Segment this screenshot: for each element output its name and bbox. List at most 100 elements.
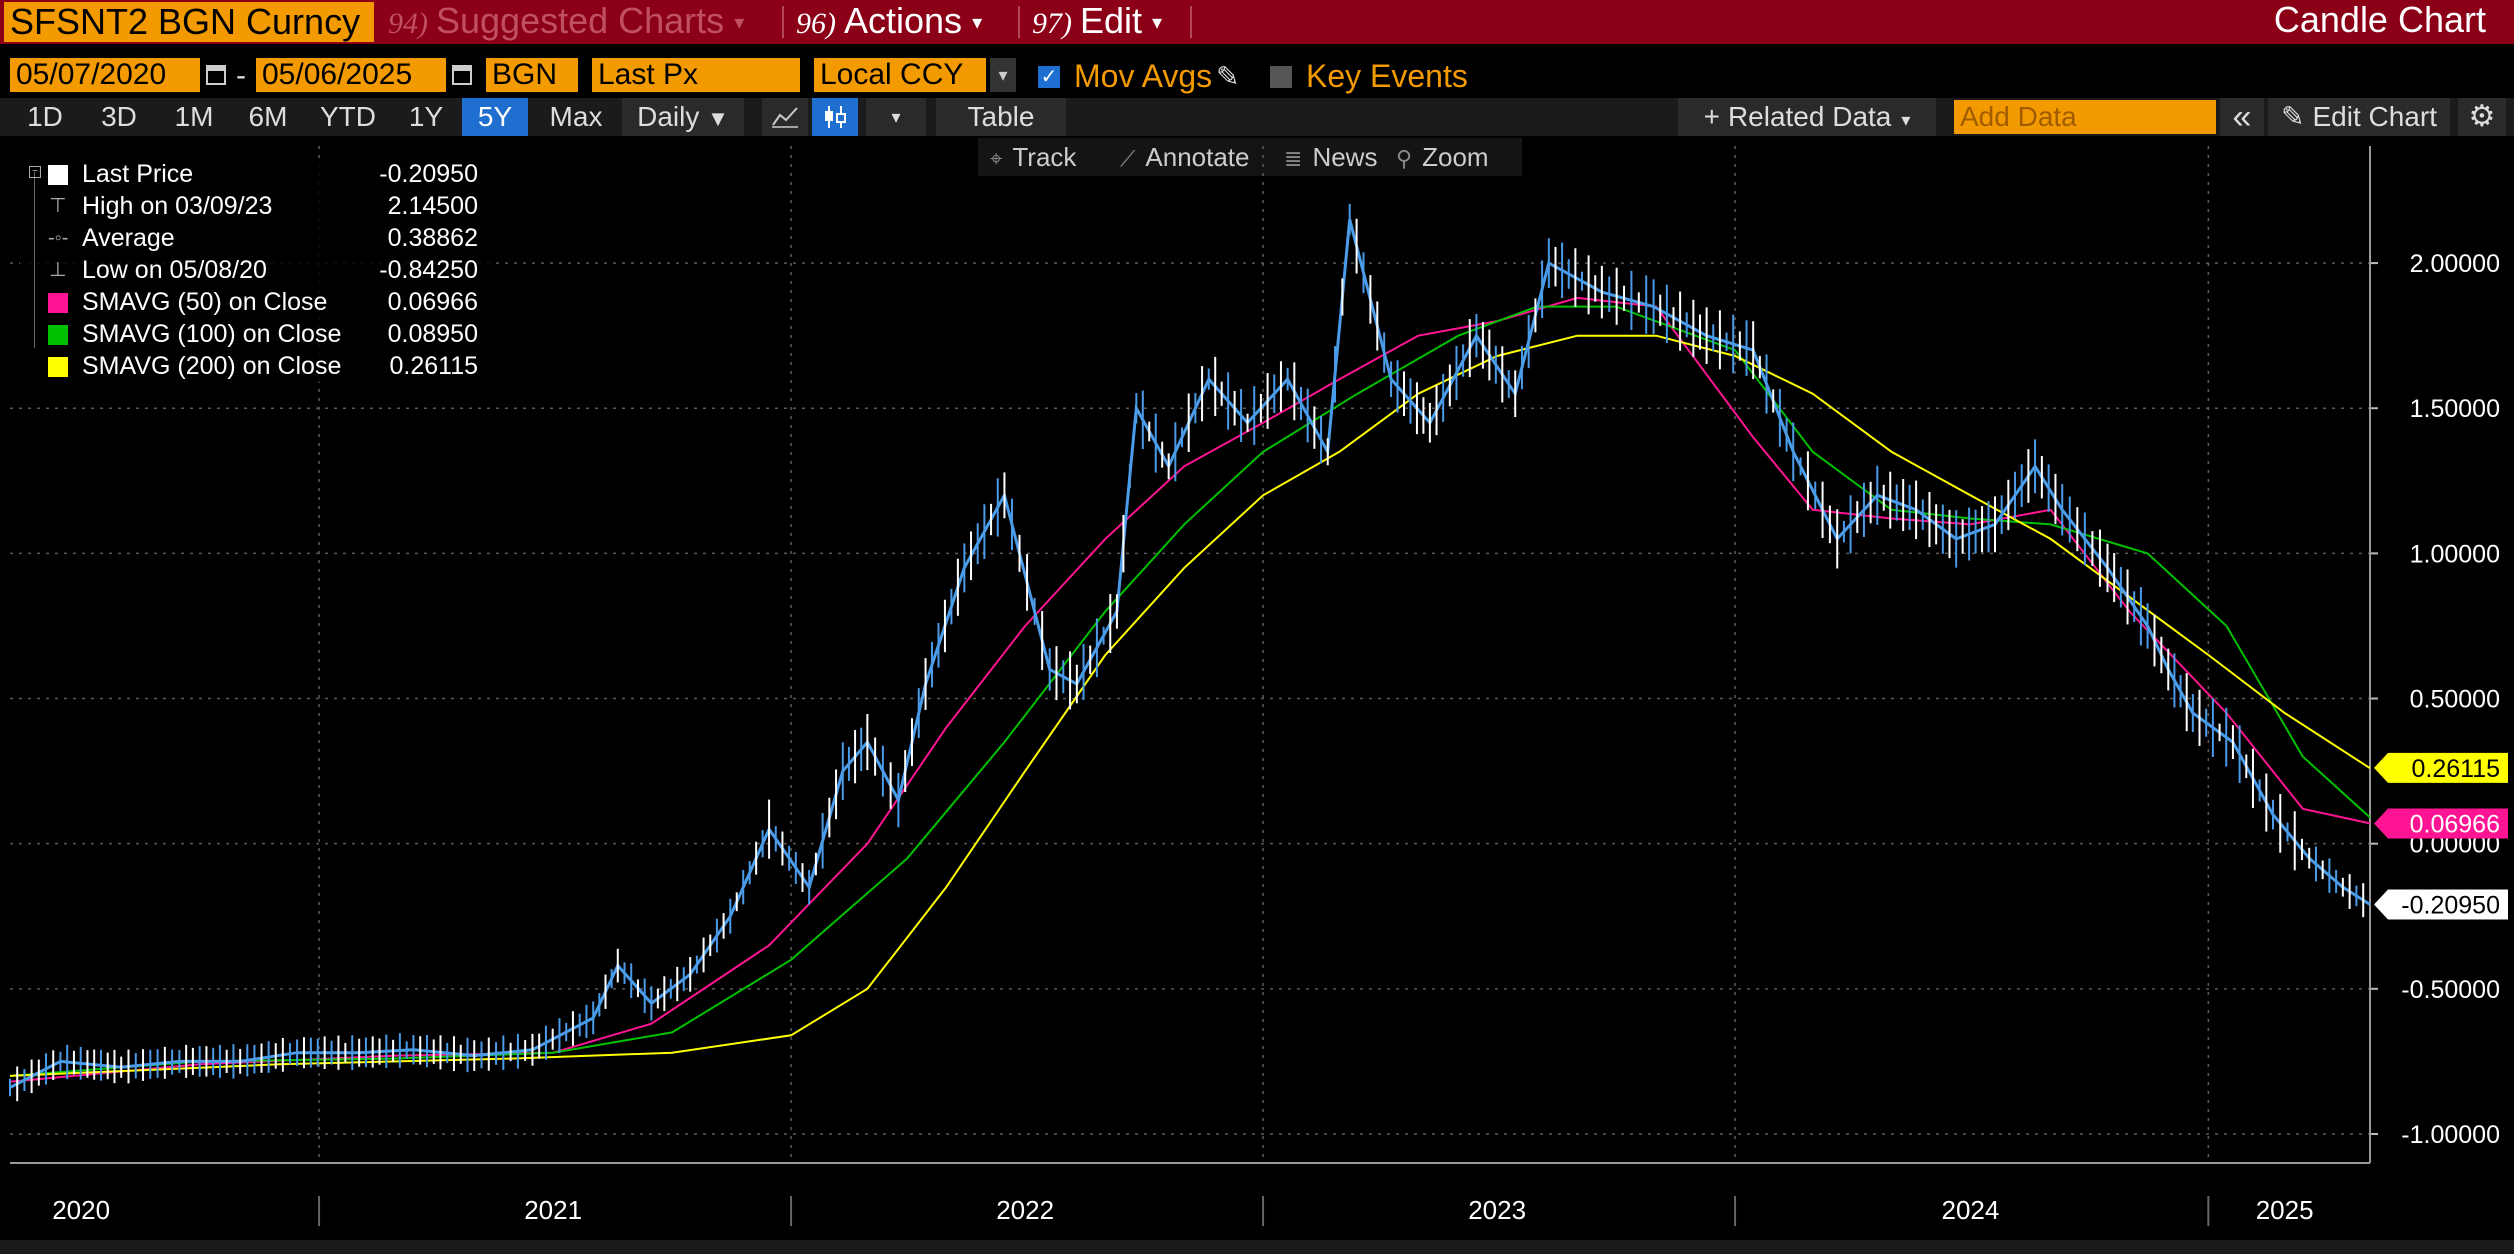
- pencil-icon: ✎: [2281, 101, 2305, 132]
- chevron-down-icon[interactable]: ▾: [866, 98, 926, 136]
- legend-sma-200[interactable]: SMAVG (200) on Close 0.26115: [20, 350, 490, 382]
- period-6m[interactable]: 6M: [248, 101, 288, 132]
- mov-avgs-label[interactable]: Mov Avgs: [1074, 58, 1213, 94]
- track-tool[interactable]: ⌖ Track: [990, 138, 1076, 176]
- y-tick-label: -1.00000: [2401, 1121, 2500, 1149]
- last-value-labels: 0.26115 0.06966 -0.20950: [2374, 752, 2508, 920]
- chart-grid: [10, 146, 2370, 1163]
- legend-value: 2.14500: [387, 192, 478, 220]
- zoom-tool[interactable]: ⚲ Zoom: [1396, 138, 1489, 176]
- key-events-label[interactable]: Key Events: [1306, 58, 1468, 94]
- collapse-double-chevron-icon[interactable]: «: [2220, 98, 2264, 136]
- last-value-tag: [2374, 752, 2508, 783]
- date-range-dash: -: [236, 59, 246, 92]
- chart-axes: 2.000001.500001.000000.500000.00000-0.50…: [0, 146, 2514, 1254]
- news-tool[interactable]: ≣ News: [1284, 138, 1377, 176]
- x-tick-label: 2024: [1941, 1195, 1999, 1225]
- legend-label: SMAVG (50) on Close: [82, 288, 328, 316]
- calendar-icon[interactable]: [452, 65, 472, 85]
- legend-value: 0.38862: [387, 224, 478, 252]
- average-marker-icon: -◦-: [48, 227, 69, 249]
- last-value-tag: [2374, 889, 2508, 920]
- legend-low[interactable]: ⊥ Low on 05/08/20 -0.84250: [20, 254, 490, 286]
- x-tick-label: 2022: [996, 1195, 1054, 1225]
- period-1y[interactable]: 1Y: [408, 101, 444, 132]
- period-ytd[interactable]: YTD: [320, 101, 376, 132]
- legend-value: -0.84250: [379, 256, 478, 284]
- calendar-icon[interactable]: [206, 65, 226, 85]
- sma-line: [9, 296, 2371, 1083]
- menu-divider: [1190, 6, 1192, 38]
- price-field[interactable]: Last Px: [592, 58, 800, 92]
- end-date-field[interactable]: 05/06/2025: [256, 58, 446, 92]
- last-value-tag: [2374, 808, 2508, 839]
- legend-label: High on 03/09/23: [82, 192, 273, 220]
- edit-menu[interactable]: 97) Edit ▾: [1032, 0, 1162, 44]
- legend-label: SMAVG (200) on Close: [82, 352, 342, 380]
- start-date-field[interactable]: 05/07/2020: [10, 58, 200, 92]
- suggested-charts-menu[interactable]: 94) Suggested Charts ▾: [388, 0, 744, 44]
- edit-label: Edit: [1080, 0, 1143, 41]
- period-max[interactable]: Max: [549, 101, 603, 132]
- chevron-down-icon[interactable]: ▾: [990, 58, 1016, 92]
- caret-down-icon: ▾: [734, 12, 745, 35]
- y-tick-label: -0.50000: [2401, 976, 2500, 1004]
- green-swatch-icon: [48, 325, 68, 345]
- settings-row: 05/07/2020 - 05/06/2025 BGN Last Px Loca…: [0, 58, 2514, 94]
- last-value-text: 0.26115: [2411, 755, 2500, 783]
- frequency-select[interactable]: Daily ▼: [622, 98, 744, 136]
- related-data-button[interactable]: + Related Data ▾: [1678, 98, 1936, 136]
- legend-last-price[interactable]: Last Price -0.20950: [20, 158, 490, 190]
- x-tick-label: 2020: [52, 1195, 110, 1225]
- gear-icon[interactable]: ⚙: [2458, 98, 2506, 136]
- suggested-charts-number: 94): [388, 7, 428, 40]
- legend-label: Last Price: [82, 160, 194, 188]
- line-chart-icon[interactable]: [762, 98, 808, 136]
- add-data-input[interactable]: Add Data: [1954, 100, 2216, 134]
- news-label: News: [1312, 142, 1378, 172]
- frequency-label: Daily: [637, 101, 700, 132]
- period-1m[interactable]: 1M: [174, 101, 214, 132]
- annotate-tool[interactable]: ⟋ Annotate: [1120, 138, 1250, 176]
- legend-label: Average: [82, 224, 175, 252]
- y-tick-label: 1.00000: [2410, 540, 2500, 568]
- legend-sma-100[interactable]: SMAVG (100) on Close 0.08950: [20, 318, 490, 350]
- plus-icon: +: [1703, 101, 1720, 132]
- legend-label: SMAVG (100) on Close: [82, 320, 342, 348]
- pencil-icon[interactable]: ✎: [1216, 61, 1240, 92]
- period-1d[interactable]: 1D: [27, 101, 63, 132]
- table-button[interactable]: Table: [936, 98, 1066, 136]
- collapse-box-icon[interactable]: −: [29, 166, 41, 178]
- edit-chart-button[interactable]: ✎ Edit Chart: [2268, 98, 2450, 136]
- legend-tree-line: [34, 172, 35, 348]
- actions-menu[interactable]: 96) Actions ▾: [796, 0, 982, 44]
- low-marker-icon: ⊥: [49, 259, 67, 281]
- legend-value: -0.20950: [379, 160, 478, 188]
- y-tick-label: 1.50000: [2410, 395, 2500, 423]
- currency-select[interactable]: Local CCY: [814, 58, 986, 92]
- caret-down-icon: ▾: [972, 12, 983, 35]
- suggested-charts-label: Suggested Charts: [436, 0, 725, 41]
- period-5y[interactable]: 5Y: [462, 98, 528, 136]
- chart-toolbar: 1D 3D 1M 6M YTD 1Y 5Y Max Daily ▼ ▾ Tabl…: [0, 98, 2514, 136]
- menu-divider: [1018, 6, 1020, 38]
- legend-sma-50[interactable]: SMAVG (50) on Close 0.06966: [20, 286, 490, 318]
- source-field[interactable]: BGN: [486, 58, 578, 92]
- annotate-label: Annotate: [1145, 142, 1250, 172]
- legend-value: 0.26115: [389, 352, 478, 380]
- period-3d[interactable]: 3D: [101, 101, 137, 132]
- track-label: Track: [1012, 142, 1077, 172]
- chart-legend[interactable]: − Last Price -0.20950 ⊤ High on 03/09/23 2.…: [20, 158, 490, 382]
- white-swatch-icon: [48, 165, 68, 185]
- candle-chart-icon[interactable]: [812, 98, 858, 136]
- chart-type-title: Candle Chart: [2273, 0, 2486, 40]
- actions-number: 96): [796, 7, 836, 40]
- legend-average[interactable]: -◦- Average 0.38862: [20, 222, 490, 254]
- key-events-checkbox[interactable]: [1270, 66, 1292, 88]
- high-marker-icon: ⊤: [49, 195, 67, 217]
- legend-high[interactable]: ⊤ High on 03/09/23 2.14500: [20, 190, 490, 222]
- crosshair-icon: ⌖: [990, 146, 1003, 171]
- security-ticker[interactable]: SFSNT2 BGN Curncy: [4, 2, 374, 42]
- mov-avgs-checkbox[interactable]: ✓: [1038, 66, 1060, 88]
